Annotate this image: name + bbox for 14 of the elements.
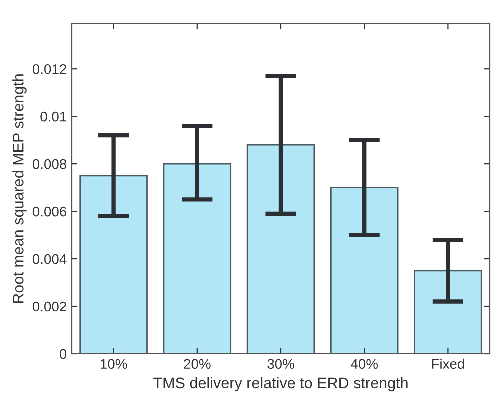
x-tick-label: 20% xyxy=(184,359,211,370)
y-axis-title: Root mean squared MEP strength xyxy=(12,74,27,304)
y-tick-label: 0.002 xyxy=(32,302,66,312)
y-tick-label: 0.004 xyxy=(32,254,67,264)
x-tick-label: Fixed xyxy=(432,358,464,370)
y-tick-label: 0 xyxy=(60,349,67,360)
y-tick-label: 0.012 xyxy=(32,64,66,74)
x-tick-label: 30% xyxy=(268,359,294,370)
y-tick-label: 0.008 xyxy=(32,159,67,170)
y-tick-label: 0.006 xyxy=(32,206,67,217)
y-tick-label: 0.01 xyxy=(40,112,66,122)
x-tick-label: 10% xyxy=(100,359,128,370)
x-tick-label: 40% xyxy=(351,359,378,370)
x-axis-title: TMS delivery relative to ERD strength xyxy=(154,377,408,392)
